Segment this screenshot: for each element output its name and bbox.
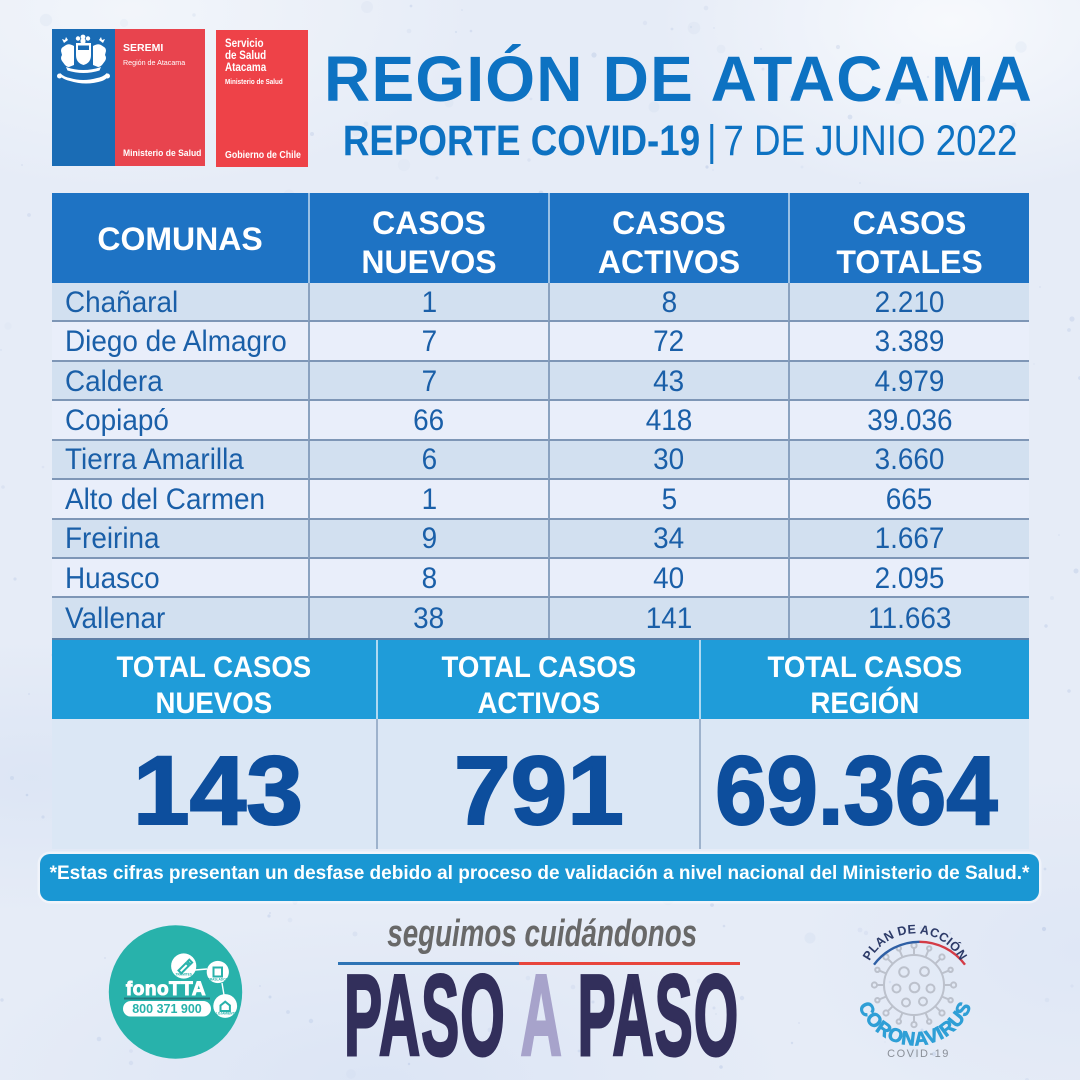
svg-text:CORONAVIRUS: CORONAVIRUS xyxy=(854,999,977,1051)
svg-text:TRAMITES: TRAMITES xyxy=(176,973,192,977)
svg-text:fonoTTA: fonoTTA xyxy=(126,979,206,1000)
svg-text:800 371 900: 800 371 900 xyxy=(132,1002,202,1016)
svg-text:ALOJAMIENTO: ALOJAMIENTO xyxy=(214,1012,238,1016)
svg-text:COVID-19: COVID-19 xyxy=(887,1048,950,1060)
svg-text:TRASLADOS: TRASLADOS xyxy=(208,978,228,982)
